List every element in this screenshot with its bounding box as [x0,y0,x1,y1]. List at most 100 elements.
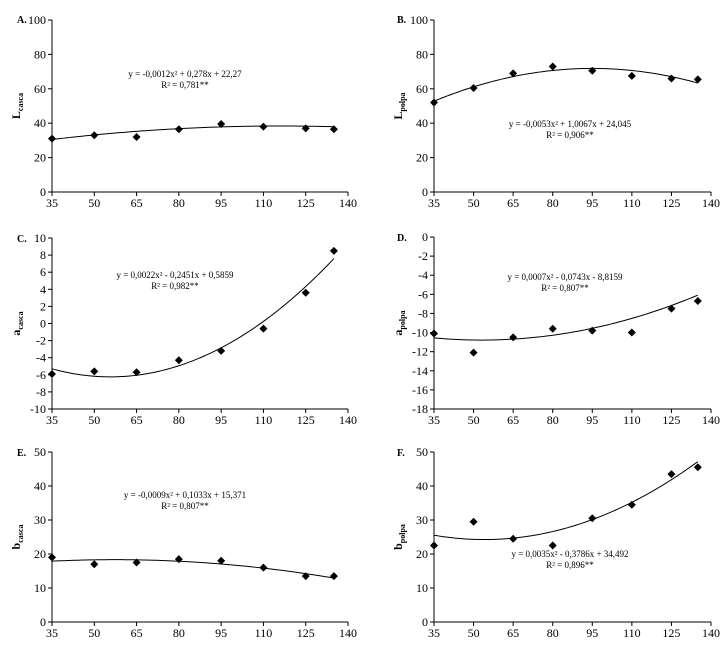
y-tick-label: 30 [34,513,46,527]
y-tick-label: -10 [30,402,46,416]
x-tick-label: 125 [297,413,315,427]
y-axis-label: apolpa [391,310,407,335]
data-point [217,556,226,565]
data-point [48,369,56,378]
x-tick-label: 95 [586,626,598,640]
y-axis-label: bcasca [9,525,25,550]
data-point [588,66,597,75]
data-point [48,553,56,562]
data-point [90,560,99,569]
y-tick-label: 8 [40,248,46,262]
x-tick-label: 95 [215,413,227,427]
x-tick-label: 80 [173,196,185,210]
data-point [693,463,702,472]
data-point [548,62,557,71]
data-point [627,500,636,509]
y-axis-label-main: L [9,111,23,119]
y-tick-label: 20 [34,151,46,165]
y-tick-label: 50 [34,445,46,459]
data-point [627,71,636,80]
regression-equation: y = -0,0009x² + 0,1033x + 15,371 [124,490,246,500]
y-tick-label: 100 [28,13,46,27]
regression-equation: y = 0,0007x² - 0,0743x - 8,8159 [507,272,623,282]
y-tick-label: 80 [416,47,428,61]
y-tick-label: 100 [410,13,428,27]
panel-label: D. [397,233,407,244]
y-tick-label: 10 [34,581,46,595]
data-point [469,517,478,526]
x-tick-label: 50 [468,196,480,210]
chart-panel-4: -18 -16 -14 -12 -10 -8 -6 -4 -2 0 35 50 65 80 95 110 125… [391,230,720,427]
x-tick-label: 80 [173,626,185,640]
y-tick-label: -8 [418,306,428,320]
y-tick-label: -2 [36,334,46,348]
x-tick-label: 50 [88,196,100,210]
x-tick-label: 65 [131,626,143,640]
y-axis-label-main: L [391,112,405,120]
data-point [430,98,438,107]
y-axis-label-main: a [9,330,23,336]
y-tick-label: -10 [412,326,428,340]
x-tick-label: 50 [88,626,100,640]
data-point [174,356,183,365]
y-axis-label-subscript: polpa [398,524,407,543]
x-tick-label: 140 [339,626,357,640]
y-tick-label: 60 [416,82,428,96]
y-tick-label: 40 [34,116,46,130]
y-tick-label: 20 [34,547,46,561]
r-squared: R² = 0,982** [151,281,199,291]
data-point [301,124,310,133]
y-tick-label: 10 [416,581,428,595]
y-tick-label: -6 [36,368,46,382]
x-tick-label: 125 [662,626,680,640]
fit-curve [433,461,699,541]
y-tick-label: 0 [40,317,46,331]
y-tick-label: -4 [36,351,46,365]
x-tick-label: 50 [88,413,100,427]
r-squared: R² = 0,896** [546,560,594,570]
data-point [301,572,310,581]
x-tick-label: 35 [46,196,58,210]
chart-panel-2: 0 20 40 60 80 100 35 50 65 80 95 110 125 140 B. Lpolpa y… [391,13,720,210]
fit-curve [51,559,334,579]
x-tick-label: 95 [215,196,227,210]
y-axis-label: bpolpa [391,524,407,550]
y-tick-label: 40 [34,479,46,493]
data-point [329,246,338,255]
x-tick-label: 35 [428,413,440,427]
y-tick-label: 0 [422,185,428,199]
x-tick-label: 65 [507,196,519,210]
y-axis-label-subscript: polpa [398,310,407,329]
x-tick-label: 125 [662,413,680,427]
x-tick-label: 80 [547,196,559,210]
panel-label: A. [17,15,27,26]
x-tick-label: 125 [297,626,315,640]
y-axis-label: Lcasca [9,93,25,119]
y-axis-label-main: b [391,543,405,550]
data-point [132,558,141,567]
data-point [90,131,99,140]
panel-label: F. [397,448,405,459]
y-tick-label: 40 [416,479,428,493]
y-tick-label: -18 [412,402,428,416]
y-tick-label: -14 [412,364,428,378]
y-tick-label: 60 [34,82,46,96]
data-point [667,74,676,83]
y-tick-label: -12 [412,345,428,359]
r-squared: R² = 0,807** [161,501,209,511]
data-point [509,534,518,543]
x-tick-label: 80 [547,413,559,427]
y-tick-label: -16 [412,383,428,397]
data-point [329,125,338,134]
x-tick-label: 95 [215,626,227,640]
data-point [259,563,268,572]
r-squared: R² = 0,807** [541,283,589,293]
x-tick-label: 65 [507,413,519,427]
x-tick-label: 80 [173,413,185,427]
x-tick-label: 110 [623,413,641,427]
x-tick-label: 50 [468,626,480,640]
x-tick-label: 110 [255,626,273,640]
x-tick-label: 125 [662,196,680,210]
regression-equation: y = -0,0012x² + 0,278x + 22,27 [128,69,242,79]
